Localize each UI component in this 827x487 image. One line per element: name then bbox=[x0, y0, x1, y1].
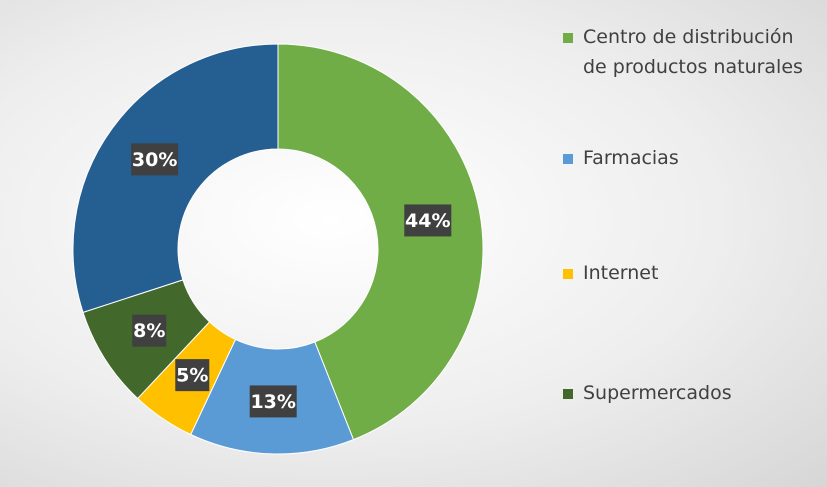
data-label: 13% bbox=[250, 391, 295, 413]
data-label: 30% bbox=[132, 149, 177, 171]
legend-label: Farmacias bbox=[583, 147, 679, 169]
legend-label: Internet bbox=[583, 262, 659, 284]
donut-slice bbox=[277, 43, 484, 441]
legend-label: Centro de distribución de productos natu… bbox=[583, 26, 803, 78]
legend-entry: Supermercados bbox=[563, 378, 823, 408]
data-label: 5% bbox=[176, 365, 208, 387]
data-label: 8% bbox=[133, 320, 165, 342]
legend-swatch bbox=[563, 269, 573, 279]
legend-swatch bbox=[563, 389, 573, 399]
data-label-box bbox=[249, 385, 297, 418]
legend-entry: Farmacias bbox=[563, 143, 823, 173]
data-label-box bbox=[175, 359, 210, 392]
data-label: 44% bbox=[405, 210, 450, 232]
legend-label: Supermercados bbox=[583, 382, 732, 404]
data-label-box bbox=[132, 314, 167, 347]
data-label-box bbox=[404, 204, 452, 237]
legend-swatch bbox=[563, 33, 573, 43]
legend-entry: Internet bbox=[563, 258, 823, 288]
legend-swatch bbox=[563, 154, 573, 164]
legend-entry: Centro de distribución de productos natu… bbox=[563, 22, 823, 82]
data-label-box bbox=[131, 143, 179, 176]
donut-slice bbox=[72, 43, 279, 313]
